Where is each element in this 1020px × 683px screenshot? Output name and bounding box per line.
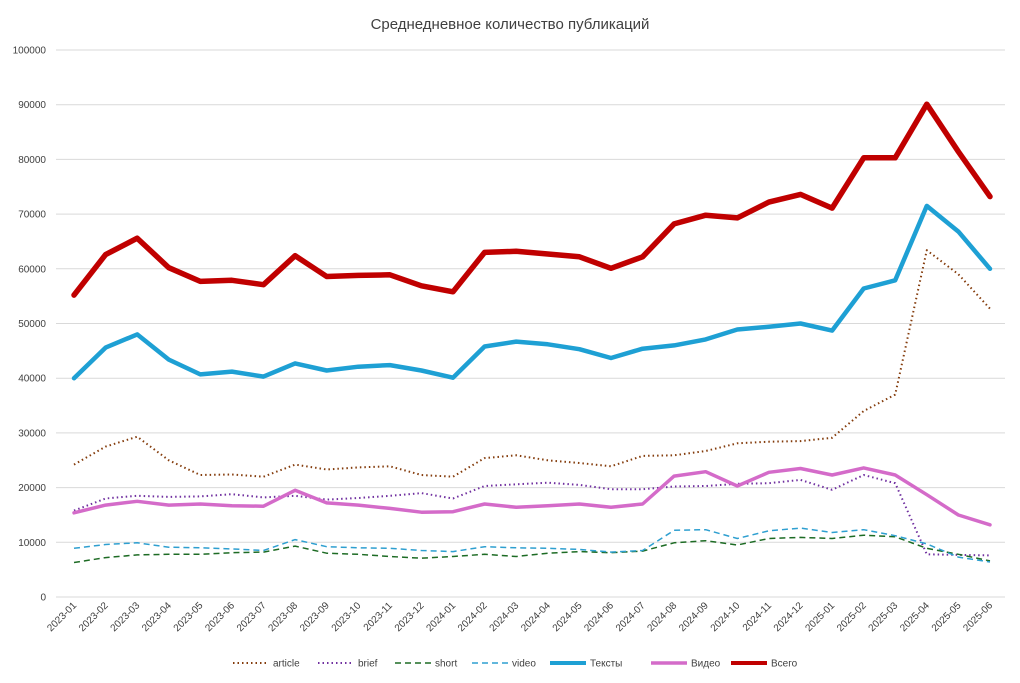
series-line-Тексты — [71, 203, 993, 381]
x-tick-label: 2024-12 — [772, 600, 806, 634]
legend-item-article: article — [233, 659, 300, 670]
series-line-brief — [73, 474, 991, 557]
x-tick-label: 2024-10 — [709, 600, 743, 634]
x-tick-label: 2023-12 — [393, 600, 427, 634]
x-tick-label: 2023-06 — [203, 600, 237, 634]
y-tick-label: 20000 — [18, 483, 46, 494]
legend-label: Видео — [691, 659, 721, 670]
x-tick-label: 2024-05 — [551, 600, 585, 634]
x-tick-label: 2023-05 — [172, 600, 206, 634]
x-tick-label: 2025-06 — [961, 600, 995, 634]
legend-label: article — [273, 659, 300, 670]
x-tick-label: 2024-04 — [519, 600, 553, 634]
x-tick-label: 2023-04 — [140, 600, 174, 634]
y-tick-label: 80000 — [18, 155, 46, 166]
x-tick-label: 2024-07 — [614, 600, 648, 634]
x-tick-label: 2024-08 — [646, 600, 680, 634]
x-tick-label: 2024-11 — [741, 600, 775, 634]
legend-item-Всего: Всего — [731, 659, 798, 670]
x-tick-label: 2025-02 — [835, 600, 869, 634]
legend-item-video: video — [472, 659, 536, 670]
y-tick-label: 10000 — [18, 538, 46, 549]
x-tick-label: 2025-03 — [867, 600, 901, 634]
x-tick-label: 2025-01 — [803, 600, 837, 634]
x-tick-label: 2024-06 — [582, 600, 616, 634]
series-line-article — [73, 249, 991, 478]
legend-item-short: short — [395, 659, 457, 670]
series-line-Всего — [71, 101, 993, 298]
y-tick-label: 70000 — [18, 210, 46, 221]
y-tick-label: 50000 — [18, 319, 46, 330]
y-tick-label: 30000 — [18, 428, 46, 439]
legend: article brief short video Тексты Видео Всего — [233, 659, 798, 670]
legend-label: Тексты — [590, 659, 622, 670]
x-tick-label: 2023-01 — [45, 600, 79, 634]
legend-item-Тексты: Тексты — [550, 659, 622, 670]
series-line-short — [73, 534, 991, 564]
x-tick-label: 2023-02 — [77, 600, 111, 634]
y-axis-ticks: 0 10000 20000 30000 40000 50000 60000 70000 8000… — [13, 46, 47, 604]
legend-item-brief: brief — [318, 659, 378, 670]
legend-label: short — [435, 659, 457, 670]
x-axis-ticks: 2023-012023-022023-032023-042023-052023-… — [45, 600, 995, 634]
x-tick-label: 2023-08 — [266, 600, 300, 634]
series-line-Видео — [72, 466, 992, 527]
series-line-video — [73, 527, 991, 563]
x-tick-label: 2025-04 — [898, 600, 932, 634]
x-tick-label: 2023-09 — [298, 600, 332, 634]
legend-label: brief — [358, 659, 378, 670]
y-tick-label: 90000 — [18, 100, 46, 111]
x-tick-label: 2024-09 — [677, 600, 711, 634]
legend-label: video — [512, 659, 536, 670]
y-tick-label: 0 — [40, 593, 46, 604]
series-lines — [71, 101, 993, 564]
x-tick-label: 2023-07 — [235, 600, 269, 634]
x-tick-label: 2023-11 — [362, 600, 396, 634]
x-tick-label: 2024-02 — [456, 600, 490, 634]
x-tick-label: 2023-03 — [109, 600, 143, 634]
y-tick-label: 60000 — [18, 264, 46, 275]
chart-title: Среднедневное количество публикаций — [371, 16, 650, 33]
y-tick-label: 100000 — [13, 46, 47, 57]
legend-item-Видео: Видео — [651, 659, 721, 670]
x-tick-label: 2024-03 — [488, 600, 522, 634]
y-tick-label: 40000 — [18, 374, 46, 385]
gridlines — [56, 49, 1005, 598]
x-tick-label: 2024-01 — [424, 600, 458, 634]
x-tick-label: 2023-10 — [330, 600, 364, 634]
x-tick-label: 2025-05 — [930, 600, 964, 634]
legend-label: Всего — [771, 659, 798, 670]
